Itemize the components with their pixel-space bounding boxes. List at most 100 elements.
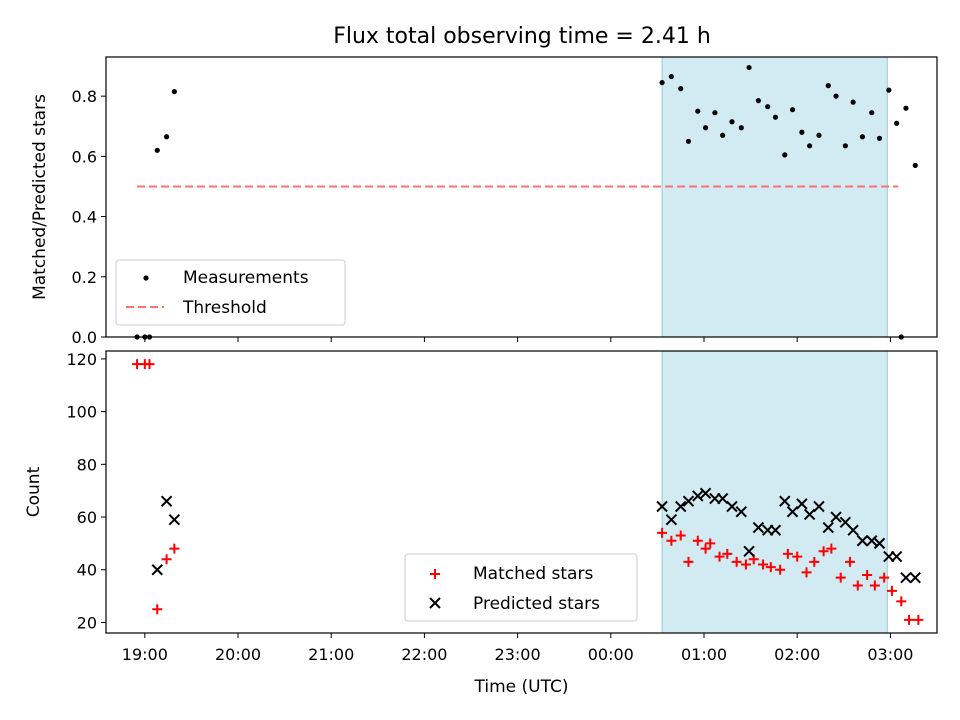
predicted-star-point (779, 495, 791, 507)
matched-star-point (705, 538, 716, 549)
matched-star-point (845, 556, 856, 567)
panel-top-ratio: 0.00.20.40.60.8 Matched/Predicted stars … (30, 56, 938, 347)
x-tick-label: 23:00 (495, 645, 541, 664)
matched-star-point (683, 556, 694, 567)
matched-star-point (809, 556, 820, 567)
measurement-point (789, 107, 796, 113)
y-tick-label: 0.6 (72, 147, 97, 166)
measurement-point (894, 120, 900, 126)
measurement-point (825, 83, 831, 89)
matched-star-point (818, 546, 829, 557)
measurement-point (903, 105, 909, 111)
measurement-point (912, 162, 918, 168)
measurement-point (859, 134, 866, 140)
matched-star-point (835, 572, 846, 583)
y-tick-label: 0.8 (72, 87, 97, 106)
measurement-point (678, 86, 684, 92)
y-tick-label: 120 (66, 350, 97, 369)
predicted-star-point (743, 545, 755, 558)
measurement-point (850, 99, 856, 105)
observing-window-span (661, 350, 888, 634)
matched-star-point (657, 527, 668, 538)
y-tick-label: 0.4 (72, 208, 97, 227)
legend-marker-matched-stars (430, 569, 440, 579)
matched-star-point (731, 556, 742, 567)
legend-label-threshold: Threshold (182, 298, 267, 318)
legend-marker-measurements (143, 275, 149, 281)
predicted-star-point (726, 500, 738, 513)
measurement-point (685, 138, 692, 144)
measurement-point (729, 119, 735, 125)
top-legend: Measurements Threshold (115, 259, 346, 326)
matched-star-point (666, 535, 677, 546)
predicted-star-point (752, 521, 765, 534)
matched-star-point (740, 559, 751, 570)
y-tick-label: 100 (66, 403, 97, 422)
chart-title: Flux total observing time = 2.41 h (333, 24, 711, 49)
legend-box (404, 553, 638, 622)
matched-star-point (896, 596, 907, 607)
matched-star-point (852, 580, 863, 591)
predicted-star-point (803, 508, 816, 521)
y-tick-label: 0.0 (72, 328, 97, 347)
predicted-star-point (900, 571, 912, 584)
bottom-y-axis-label: Count (24, 466, 44, 517)
predicted-star-point (656, 500, 668, 513)
measurement-point (886, 87, 892, 93)
legend-label-matched-stars: Matched stars (473, 564, 593, 584)
measurement-point (816, 132, 822, 138)
bottom-mark-group (132, 359, 924, 625)
matched-star-point (913, 614, 924, 625)
predicted-star-point (699, 487, 712, 500)
bottom-plot-frame (105, 350, 938, 634)
measurement-point (765, 104, 771, 110)
predicted-star-point (692, 490, 704, 502)
legend-box (115, 259, 346, 326)
matched-star-point (775, 564, 786, 575)
measurement-point (738, 125, 744, 131)
predicted-star-point (856, 535, 869, 547)
x-tick-label: 01:00 (681, 645, 727, 664)
legend-label-measurements: Measurements (183, 268, 309, 288)
matched-star-point (169, 543, 180, 554)
top-tick-group: 0.0 0.2 0.4 0.6 0.8 (72, 87, 891, 347)
measurement-point (876, 135, 883, 141)
x-tick-label: 21:00 (308, 645, 354, 664)
matched-star-point (886, 585, 897, 596)
measurement-point (702, 125, 709, 131)
y-tick-label: 20 (77, 613, 97, 632)
legend-marker-predicted-stars (429, 597, 441, 609)
predicted-star-point (873, 537, 886, 550)
matched-star-point (904, 614, 915, 625)
predicted-star-point (716, 492, 729, 505)
matched-star-point (758, 559, 769, 570)
matched-star-point (826, 543, 837, 554)
matched-star-point (722, 548, 733, 559)
measurement-point (154, 147, 160, 153)
observing-window-span (661, 56, 888, 338)
bottom-tick-group: 20 40 60 80 100 120 19:00 20:00 21:00 22:00 23:00 0… (66, 350, 913, 664)
y-tick-label: 80 (77, 455, 97, 474)
predicted-star-point (675, 500, 687, 513)
predicted-star-point (735, 506, 747, 518)
matched-star-point (675, 530, 686, 541)
x-tick-label: 02:00 (774, 645, 820, 664)
x-axis-label: Time (UTC) (474, 677, 569, 697)
matched-star-point (152, 604, 163, 615)
matched-star-point (765, 562, 776, 573)
predicted-star-point (813, 500, 825, 513)
x-tick-label: 22:00 (401, 645, 447, 664)
matched-star-point (692, 535, 703, 546)
matched-star-point (714, 551, 725, 562)
matched-star-point (700, 543, 711, 554)
predicted-star-point (866, 535, 878, 547)
predicted-star-point (168, 513, 181, 526)
measurement-point (720, 132, 726, 138)
predicted-star-point (830, 511, 842, 523)
measurement-point (799, 129, 805, 135)
measurement-point (772, 114, 779, 120)
matched-star-point (161, 554, 172, 565)
predicted-star-point (769, 524, 782, 536)
matched-star-point (862, 570, 873, 581)
predicted-star-point (786, 506, 799, 518)
